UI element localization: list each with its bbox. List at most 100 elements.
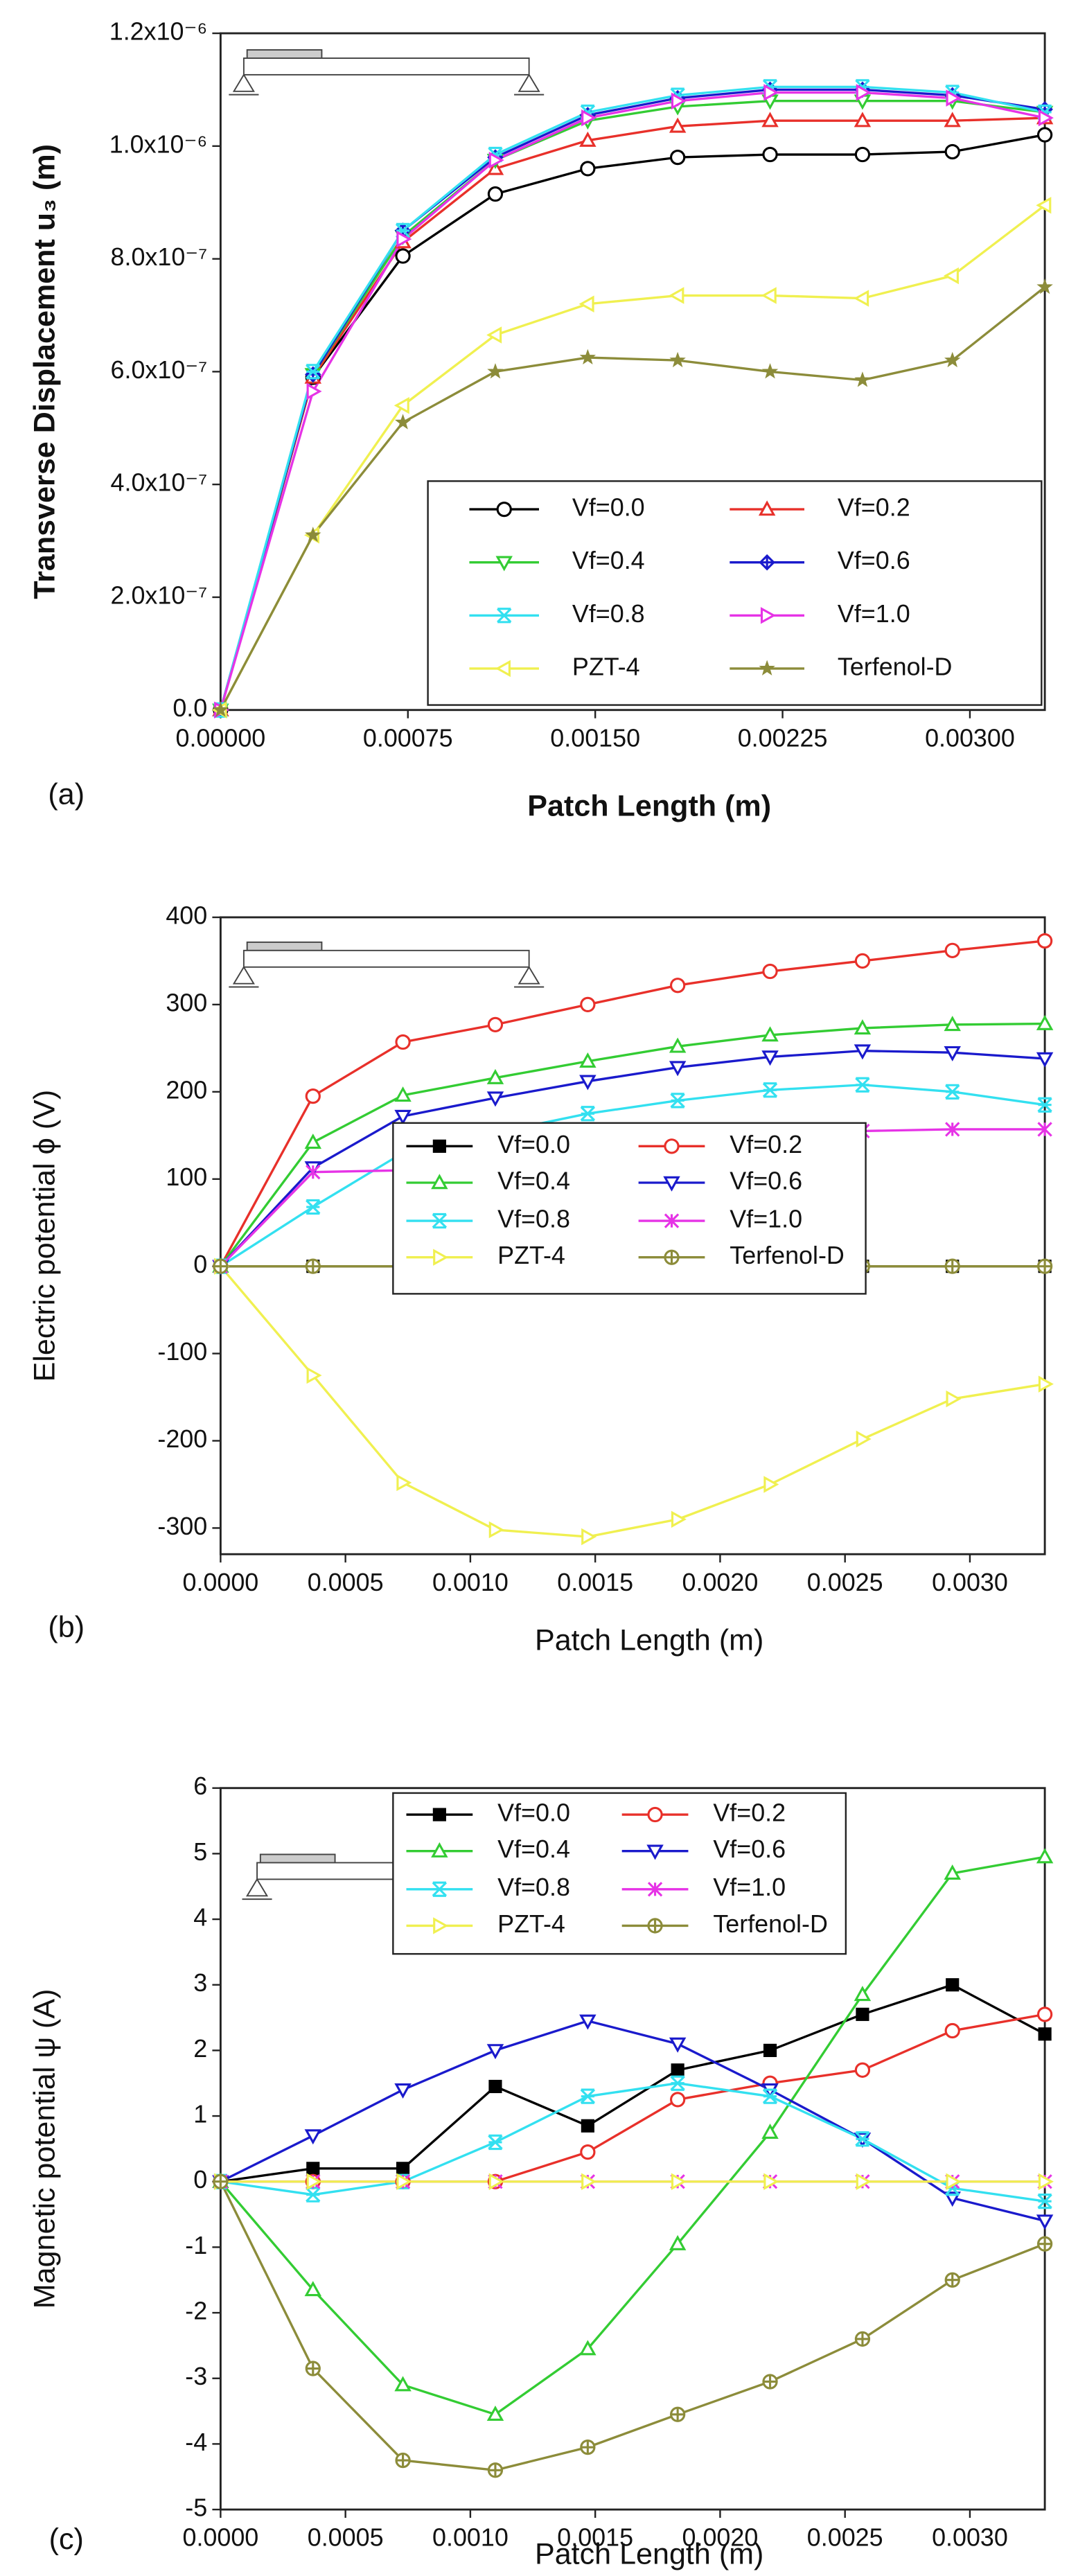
marker-part (488, 146, 503, 163)
marker-part (856, 1430, 872, 1448)
marker-part (856, 2173, 872, 2190)
data-point (761, 287, 777, 304)
data-point (944, 942, 960, 958)
marker-part (944, 942, 960, 958)
data-point (671, 2063, 684, 2077)
marker-part (431, 1174, 448, 1190)
data-point (306, 1366, 322, 1384)
data-point (854, 146, 871, 163)
data-point (305, 527, 321, 542)
x-tick-label: 0.0020 (682, 2524, 759, 2552)
marker-part (670, 149, 686, 166)
data-point (395, 1034, 411, 1050)
marker-part (1036, 1014, 1054, 1030)
marker-part (306, 1164, 321, 1180)
data-point (488, 151, 504, 169)
data-point (669, 117, 687, 133)
data-point (394, 397, 409, 414)
legend-label: Vf=0.6 (730, 1167, 802, 1194)
marker-part (394, 2376, 412, 2392)
marker-part (306, 382, 322, 400)
series-line (220, 1084, 1045, 1268)
marker-part (761, 1026, 779, 1042)
data-point (855, 79, 870, 95)
y-tick-label: 200 (166, 1076, 207, 1104)
marker-part (488, 2463, 502, 2477)
data-point (761, 363, 779, 379)
marker-part (855, 2131, 870, 2147)
marker-part (1038, 1260, 1052, 1273)
marker-part (1038, 1375, 1054, 1393)
marker-part (946, 1978, 960, 1992)
legend-label: Vf=0.4 (497, 1167, 570, 1194)
marker-part (579, 2014, 597, 2030)
marker-part (1036, 197, 1052, 214)
marker-part (761, 1050, 779, 1066)
data-point (488, 2079, 502, 2094)
marker-part (762, 963, 778, 980)
data-point (396, 1474, 412, 1492)
x-tick-label: 0.0015 (557, 2524, 633, 2552)
support (229, 965, 259, 988)
data-point (488, 146, 503, 163)
marker-part (581, 109, 597, 127)
x-tick-label: 0.0020 (682, 1569, 759, 1596)
data-point (306, 364, 321, 380)
legend-label: PZT-4 (497, 1242, 565, 1269)
marker-part (394, 414, 412, 430)
data-point (854, 2062, 871, 2078)
x-tick-label: 0.00225 (738, 724, 828, 752)
marker-part (581, 1528, 597, 1546)
data-point (854, 1986, 872, 2002)
data-point (304, 1133, 321, 1149)
data-point (1036, 2006, 1053, 2022)
data-point (856, 2007, 869, 2021)
data-point (944, 143, 960, 160)
data-point (761, 2123, 779, 2139)
data-point (944, 1046, 961, 1061)
marker-part (669, 2037, 687, 2053)
legend-marker (432, 1808, 446, 1821)
data-point (579, 2014, 597, 2030)
marker-part (944, 1046, 961, 1061)
marker-part (306, 2162, 320, 2176)
y-tick-label: 100 (166, 1163, 207, 1191)
y-tick-label: -4 (185, 2428, 207, 2456)
data-point (761, 112, 779, 127)
data-point (670, 978, 686, 994)
marker-part (669, 1061, 687, 1077)
data-point (1036, 2236, 1053, 2252)
data-point (763, 84, 779, 101)
legend-marker (495, 556, 513, 572)
series-line (220, 2020, 1045, 2223)
marker-part (488, 2134, 503, 2151)
data-point (1036, 197, 1052, 214)
data-point (306, 1164, 321, 1180)
marker-part (763, 2043, 777, 2057)
data-point (670, 2406, 686, 2422)
data-point (1036, 279, 1053, 294)
marker-part (433, 1917, 449, 1934)
marker-part (1036, 127, 1053, 143)
data-point (580, 104, 596, 121)
data-point (1036, 1052, 1054, 1068)
data-point (487, 186, 504, 202)
marker-part (1036, 279, 1053, 294)
marker-part (432, 1212, 448, 1229)
marker-part (432, 1808, 446, 1821)
y-tick-label: -3 (185, 2363, 207, 2390)
plot-frame (219, 1787, 1046, 2511)
legend-marker (759, 660, 775, 676)
data-point (394, 2083, 412, 2099)
x-axis-label: Patch Length (m) (527, 789, 771, 822)
marker-part (763, 2374, 777, 2389)
data-point (488, 2134, 503, 2151)
legend-marker (646, 1844, 664, 1860)
legend-marker (431, 1174, 448, 1190)
marker-part (945, 85, 960, 100)
data-point (396, 230, 412, 248)
data-point (487, 2462, 504, 2478)
marker-part (581, 2119, 594, 2133)
data-point (212, 701, 229, 717)
